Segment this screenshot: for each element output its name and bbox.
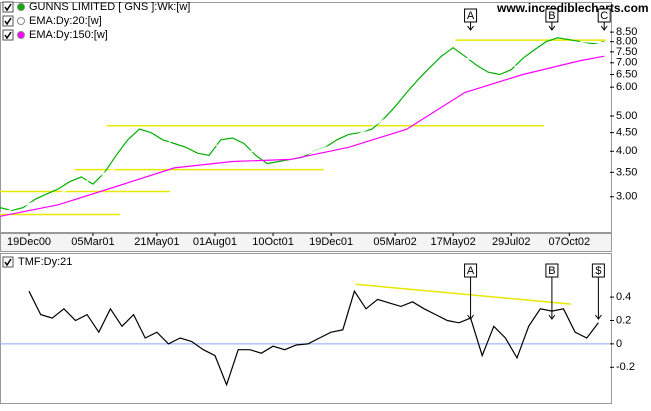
legend-swatch: [17, 31, 25, 39]
date-strip: [0, 233, 612, 252]
checkmark: [4, 31, 12, 40]
arrow-head: [548, 314, 556, 320]
x-tick-label: 01Aug01: [193, 236, 237, 248]
y-tick-label: 3.50: [616, 166, 637, 178]
x-tick-label: 07Oct02: [549, 236, 591, 248]
arrow-head: [467, 25, 474, 31]
annotation-label: A: [467, 265, 475, 277]
legend-label: EMA:Dy:20:[w]: [29, 15, 102, 27]
legend-checkbox[interactable]: [2, 29, 14, 41]
series-line: [0, 55, 605, 217]
annotation-label: B: [548, 10, 555, 22]
checkmark: [4, 17, 12, 26]
x-tick-label: 10Oct01: [252, 236, 294, 248]
series-line: [28, 289, 599, 387]
y-tick-label: 5.00: [616, 110, 637, 122]
annotation-label: A: [467, 10, 475, 22]
series-line: [0, 41, 605, 214]
annotation-label: $: [595, 265, 601, 277]
x-tick-label: 29Jul02: [492, 236, 531, 248]
legend-swatch: [17, 3, 25, 11]
x-tick-label: 05Mar02: [373, 236, 416, 248]
y-tick-label: -0.2: [616, 361, 635, 373]
legend-checkbox[interactable]: [2, 15, 14, 27]
checkmark: [4, 3, 12, 12]
y-tick-label: 0.2: [616, 314, 631, 326]
x-tick-label: 17May02: [431, 236, 476, 248]
y-tick-label: 7.50: [616, 46, 637, 58]
annotation-label: C: [600, 10, 608, 22]
y-tick-label: 3.00: [616, 191, 637, 203]
watermark: www.incrediblecharts.com: [496, 1, 649, 15]
arrow-head: [467, 314, 474, 320]
y-tick-label: 4.00: [616, 145, 637, 157]
legend-checkbox[interactable]: [2, 256, 14, 268]
y-tick-label: 6.50: [616, 68, 637, 80]
y-tick-label: 4.50: [616, 127, 637, 139]
x-tick-label: 19Dec01: [309, 236, 353, 248]
x-tick-label: 19Dec00: [7, 236, 51, 248]
checkmark: [4, 258, 12, 267]
legend-label: EMA:Dy:150:[w]: [29, 29, 108, 41]
y-tick-label: 0.4: [616, 291, 631, 303]
y-tick-label: 8.00: [616, 36, 637, 48]
arrow-head: [600, 25, 608, 31]
y-tick-label: 0: [616, 338, 622, 350]
y-tick-label: 8.50: [616, 26, 637, 38]
x-tick-label: 05Mar01: [71, 236, 114, 248]
legend-label: GUNNS LIMITED [ GNS ]:Wk:[w]: [29, 1, 190, 13]
arrow-head: [594, 314, 602, 320]
arrow-head: [548, 25, 556, 31]
legend-swatch: [17, 17, 25, 25]
y-tick-label: 7.00: [616, 57, 637, 69]
legend-checkbox[interactable]: [2, 1, 14, 13]
trendline: [355, 283, 572, 305]
y-tick-label: 6.00: [616, 81, 637, 93]
legend-label: TMF:Dy:21: [18, 256, 72, 268]
annotation-label: B: [548, 265, 555, 277]
indicator-panel: [0, 253, 612, 404]
x-tick-label: 21May01: [134, 236, 179, 248]
